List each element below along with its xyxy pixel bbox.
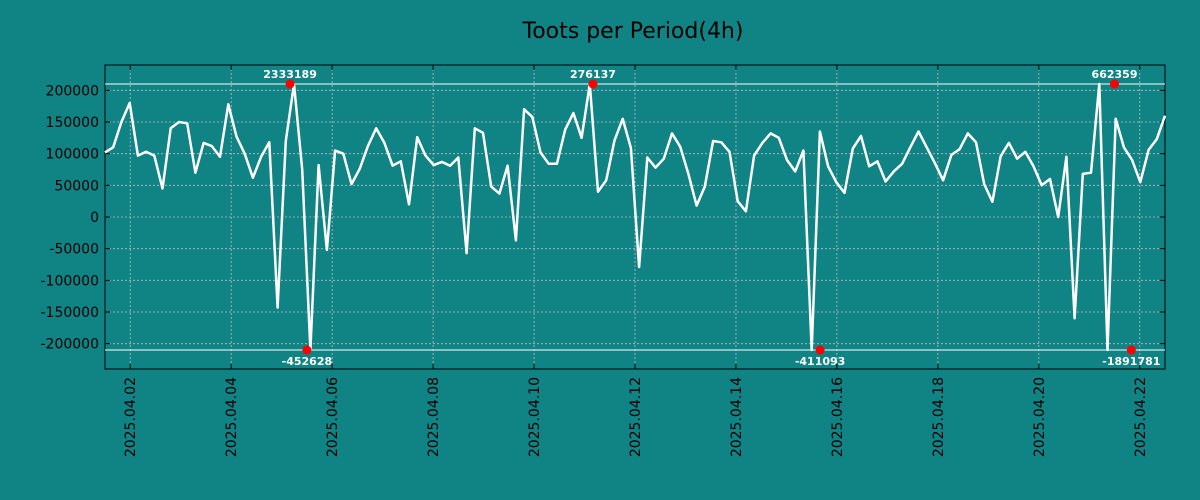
x-tick-label: 2025.04.04: [224, 377, 240, 457]
y-tick-label: 150000: [46, 115, 99, 131]
x-tick-label: 2025.04.20: [1032, 377, 1048, 457]
peak-label: 2333189: [263, 68, 317, 81]
peak-label: -411093: [795, 355, 846, 368]
y-tick-label: 0: [90, 210, 99, 226]
peak-marker: [302, 345, 312, 355]
peak-marker: [285, 79, 295, 89]
x-tick-label: 2025.04.14: [729, 377, 745, 457]
x-tick-label: 2025.04.08: [426, 377, 442, 457]
x-tick-label: 2025.04.16: [830, 377, 846, 457]
x-tick-label: 2025.04.12: [628, 377, 644, 457]
y-tick-label: -100000: [41, 273, 100, 289]
x-tick-label: 2025.04.18: [931, 377, 947, 457]
x-tick-label: 2025.04.02: [123, 377, 139, 457]
x-tick-label: 2025.04.10: [527, 377, 543, 457]
peak-marker: [1126, 345, 1136, 355]
x-axis: 2025.04.02 2025.04.04 2025.04.06 2025.04.08…: [123, 65, 1149, 457]
peak-marker: [815, 345, 825, 355]
y-tick-label: -200000: [41, 337, 100, 353]
peak-label: 662359: [1092, 68, 1138, 81]
x-tick-label: 2025.04.22: [1133, 377, 1149, 457]
peak-label: 276137: [570, 68, 616, 81]
chart-title: Toots per Period(4h): [522, 19, 744, 44]
limit-lines: [105, 83, 1165, 351]
y-tick-label: 200000: [46, 83, 99, 99]
annotations: 2333189 276137 662359 -452628 -411093 -189178…: [263, 68, 1160, 368]
peak-label: -1891781: [1102, 355, 1160, 368]
series-line: [104, 82, 1167, 352]
y-tick-label: -150000: [41, 305, 100, 321]
y-tick-label: -50000: [49, 242, 99, 258]
y-tick-label: 100000: [46, 147, 99, 163]
series-layer: [104, 82, 1167, 352]
peak-marker: [1110, 79, 1120, 89]
y-tick-label: 50000: [54, 178, 99, 194]
peak-label: -452628: [282, 355, 333, 368]
peak-marker: [588, 79, 598, 89]
x-tick-label: 2025.04.06: [325, 377, 341, 457]
y-axis: 200000 150000 100000 50000 0 -50000 -100000 -15…: [41, 83, 1165, 353]
